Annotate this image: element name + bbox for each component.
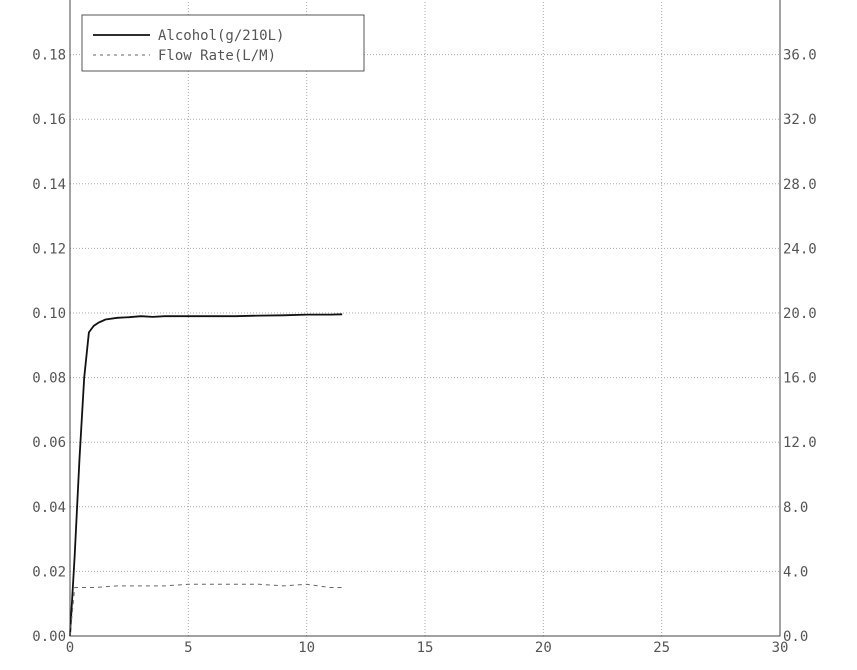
grid-layer: [70, 0, 780, 636]
legend: Alcohol(g/210L) Flow Rate(L/M): [82, 15, 364, 71]
x-tick-label: 20: [535, 640, 552, 656]
y-left-tick-label: 0.02: [32, 564, 66, 580]
x-tick-label: 25: [653, 640, 670, 656]
y-right-tick-label: 12.0: [783, 435, 817, 451]
series-line-alcohol: [70, 314, 342, 636]
y-left-tick-label: 0.10: [32, 306, 66, 322]
x-tick-label: 15: [417, 640, 434, 656]
y-right-tick-label: 0.0: [783, 629, 808, 645]
y-right-tick-label: 20.0: [783, 306, 817, 322]
y-left-tick-label: 0.08: [32, 371, 66, 387]
y-right-tick-label: 32.0: [783, 112, 817, 128]
legend-label-flow-rate: Flow Rate(L/M): [158, 48, 276, 64]
y-right-tick-label: 16.0: [783, 371, 817, 387]
y-right-tick-label: 4.0: [783, 564, 808, 580]
y-right-tick-label: 8.0: [783, 500, 808, 516]
y-right-tick-label: 36.0: [783, 48, 817, 64]
legend-label-alcohol: Alcohol(g/210L): [158, 28, 284, 44]
y-left-tick-label: 0.18: [32, 48, 66, 64]
y-right-tick-label: 28.0: [783, 177, 817, 193]
y-left-tick-label: 0.06: [32, 435, 66, 451]
y-left-tick-label: 0.04: [32, 500, 66, 516]
y-left-tick-label: 0.14: [32, 177, 66, 193]
y-left-tick-label: 0.12: [32, 241, 66, 257]
series-layer: [70, 314, 342, 636]
y-left-tick-label: 0.00: [32, 629, 66, 645]
x-tick-label: 10: [298, 640, 315, 656]
y-right-tick-label: 24.0: [783, 241, 817, 257]
series-line-flow-rate: [70, 584, 342, 636]
y-left-tick-label: 0.16: [32, 112, 66, 128]
x-tick-label: 0: [66, 640, 74, 656]
x-tick-label: 5: [184, 640, 192, 656]
